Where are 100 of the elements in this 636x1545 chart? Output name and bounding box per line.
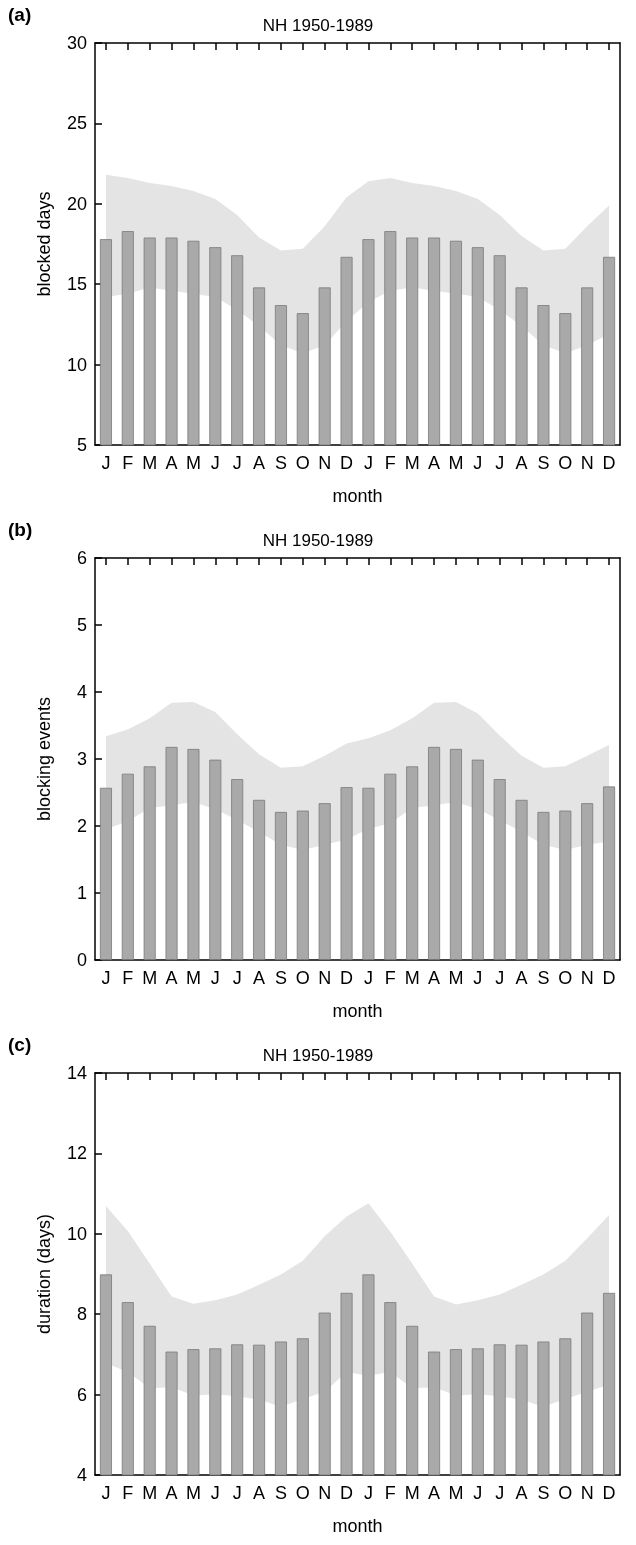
x-axis-title: month [332,486,383,506]
x-tick-label: J [101,1483,111,1503]
x-axis-title: month [332,1001,383,1021]
x-tick-label: M [448,968,464,988]
y-tick-label: 3 [76,749,87,769]
x-tick-label: O [295,1483,310,1503]
x-tick-label: F [384,1483,396,1503]
x-tick-label: J [473,1483,483,1503]
y-tick-label: 15 [66,274,87,295]
bar [493,779,506,960]
x-tick-label: D [602,968,616,988]
bar [209,759,222,960]
x-tick-label: M [448,453,464,473]
x-tick-label: M [448,1483,464,1503]
y-tick-label: 30 [66,33,87,53]
x-tick-label: J [495,968,505,988]
bar [449,748,462,960]
text: (c) [8,1034,32,1056]
x-tick-label: A [515,453,528,473]
bar [143,766,156,960]
x-tick-label: A [428,1483,441,1503]
y-axis-title: blocking events [34,696,54,822]
x-tick-label: J [495,453,505,473]
x-tick-label: O [295,453,310,473]
bar [231,779,244,960]
bar [340,787,353,960]
x-tick-label: N [318,968,332,988]
y-tick-label: 4 [76,1465,87,1485]
bar [515,799,528,960]
y-tick-label: 2 [76,816,87,836]
bar [581,803,594,960]
x-tick-label: M [142,1483,158,1503]
x-tick-label: A [253,968,266,988]
y-tick-label: 5 [76,615,87,635]
x-tick-label: M [185,453,201,473]
bar [318,803,331,960]
x-tick-label: D [340,1483,354,1503]
chart-title: NH 1950-1989 [262,16,374,35]
x-tick-label: J [101,968,111,988]
bar [165,746,178,960]
x-tick-label: A [253,453,266,473]
y-tick-label: 1 [76,883,87,903]
x-tick-label: J [210,1483,220,1503]
x-tick-label: A [165,453,178,473]
x-tick-label: J [495,1483,505,1503]
x-tick-label: S [537,1483,550,1503]
bar [471,759,484,960]
x-tick-label: S [274,453,287,473]
x-tick-label: S [537,453,550,473]
x-tick-label: J [232,1483,242,1503]
x-tick-label: N [580,1483,594,1503]
bar [99,787,112,960]
x-tick-label: D [602,453,616,473]
x-tick-label: F [384,968,396,988]
y-tick-label: 10 [66,354,87,375]
x-tick-label: J [210,453,220,473]
x-tick-label: N [580,453,594,473]
y-tick-label: 14 [66,1063,87,1083]
bar [187,748,200,960]
x-tick-label: J [363,968,373,988]
x-tick-label: A [428,968,441,988]
x-tick-label: A [515,968,528,988]
y-tick-label: 4 [76,682,87,702]
y-tick-label: 10 [66,1223,87,1244]
y-axis-title: blocked days [34,191,54,297]
x-tick-label: J [363,1483,373,1503]
text: (b) [8,519,33,541]
x-tick-label: A [428,453,441,473]
x-tick-label: J [101,453,111,473]
text: (a) [8,4,32,26]
x-tick-label: M [404,968,420,988]
y-tick-label: 12 [66,1143,87,1164]
y-tick-label: 6 [76,548,87,568]
x-tick-label: M [185,1483,201,1503]
x-tick-label: F [122,453,134,473]
x-tick-label: A [165,968,178,988]
x-tick-label: A [515,1483,528,1503]
y-tick-label: 8 [76,1304,87,1325]
x-tick-label: J [363,453,373,473]
x-tick-label: O [558,968,573,988]
bar [428,746,441,960]
y-axis-title: duration (days) [34,1213,54,1335]
x-tick-label: F [384,453,396,473]
x-tick-label: J [473,453,483,473]
x-tick-label: N [318,1483,332,1503]
x-tick-label: J [232,453,242,473]
x-tick-label: F [122,1483,134,1503]
x-tick-label: J [473,968,483,988]
bar [537,811,550,960]
x-tick-label: M [142,968,158,988]
y-tick-label: 5 [76,435,87,455]
x-tick-label: J [210,968,220,988]
x-tick-label: N [580,968,594,988]
x-axis-title: month [332,1516,383,1536]
x-tick-label: D [340,453,354,473]
bar [253,799,266,960]
x-tick-label: M [404,453,420,473]
bar [121,773,134,960]
bar [362,787,375,960]
bar [559,810,572,960]
